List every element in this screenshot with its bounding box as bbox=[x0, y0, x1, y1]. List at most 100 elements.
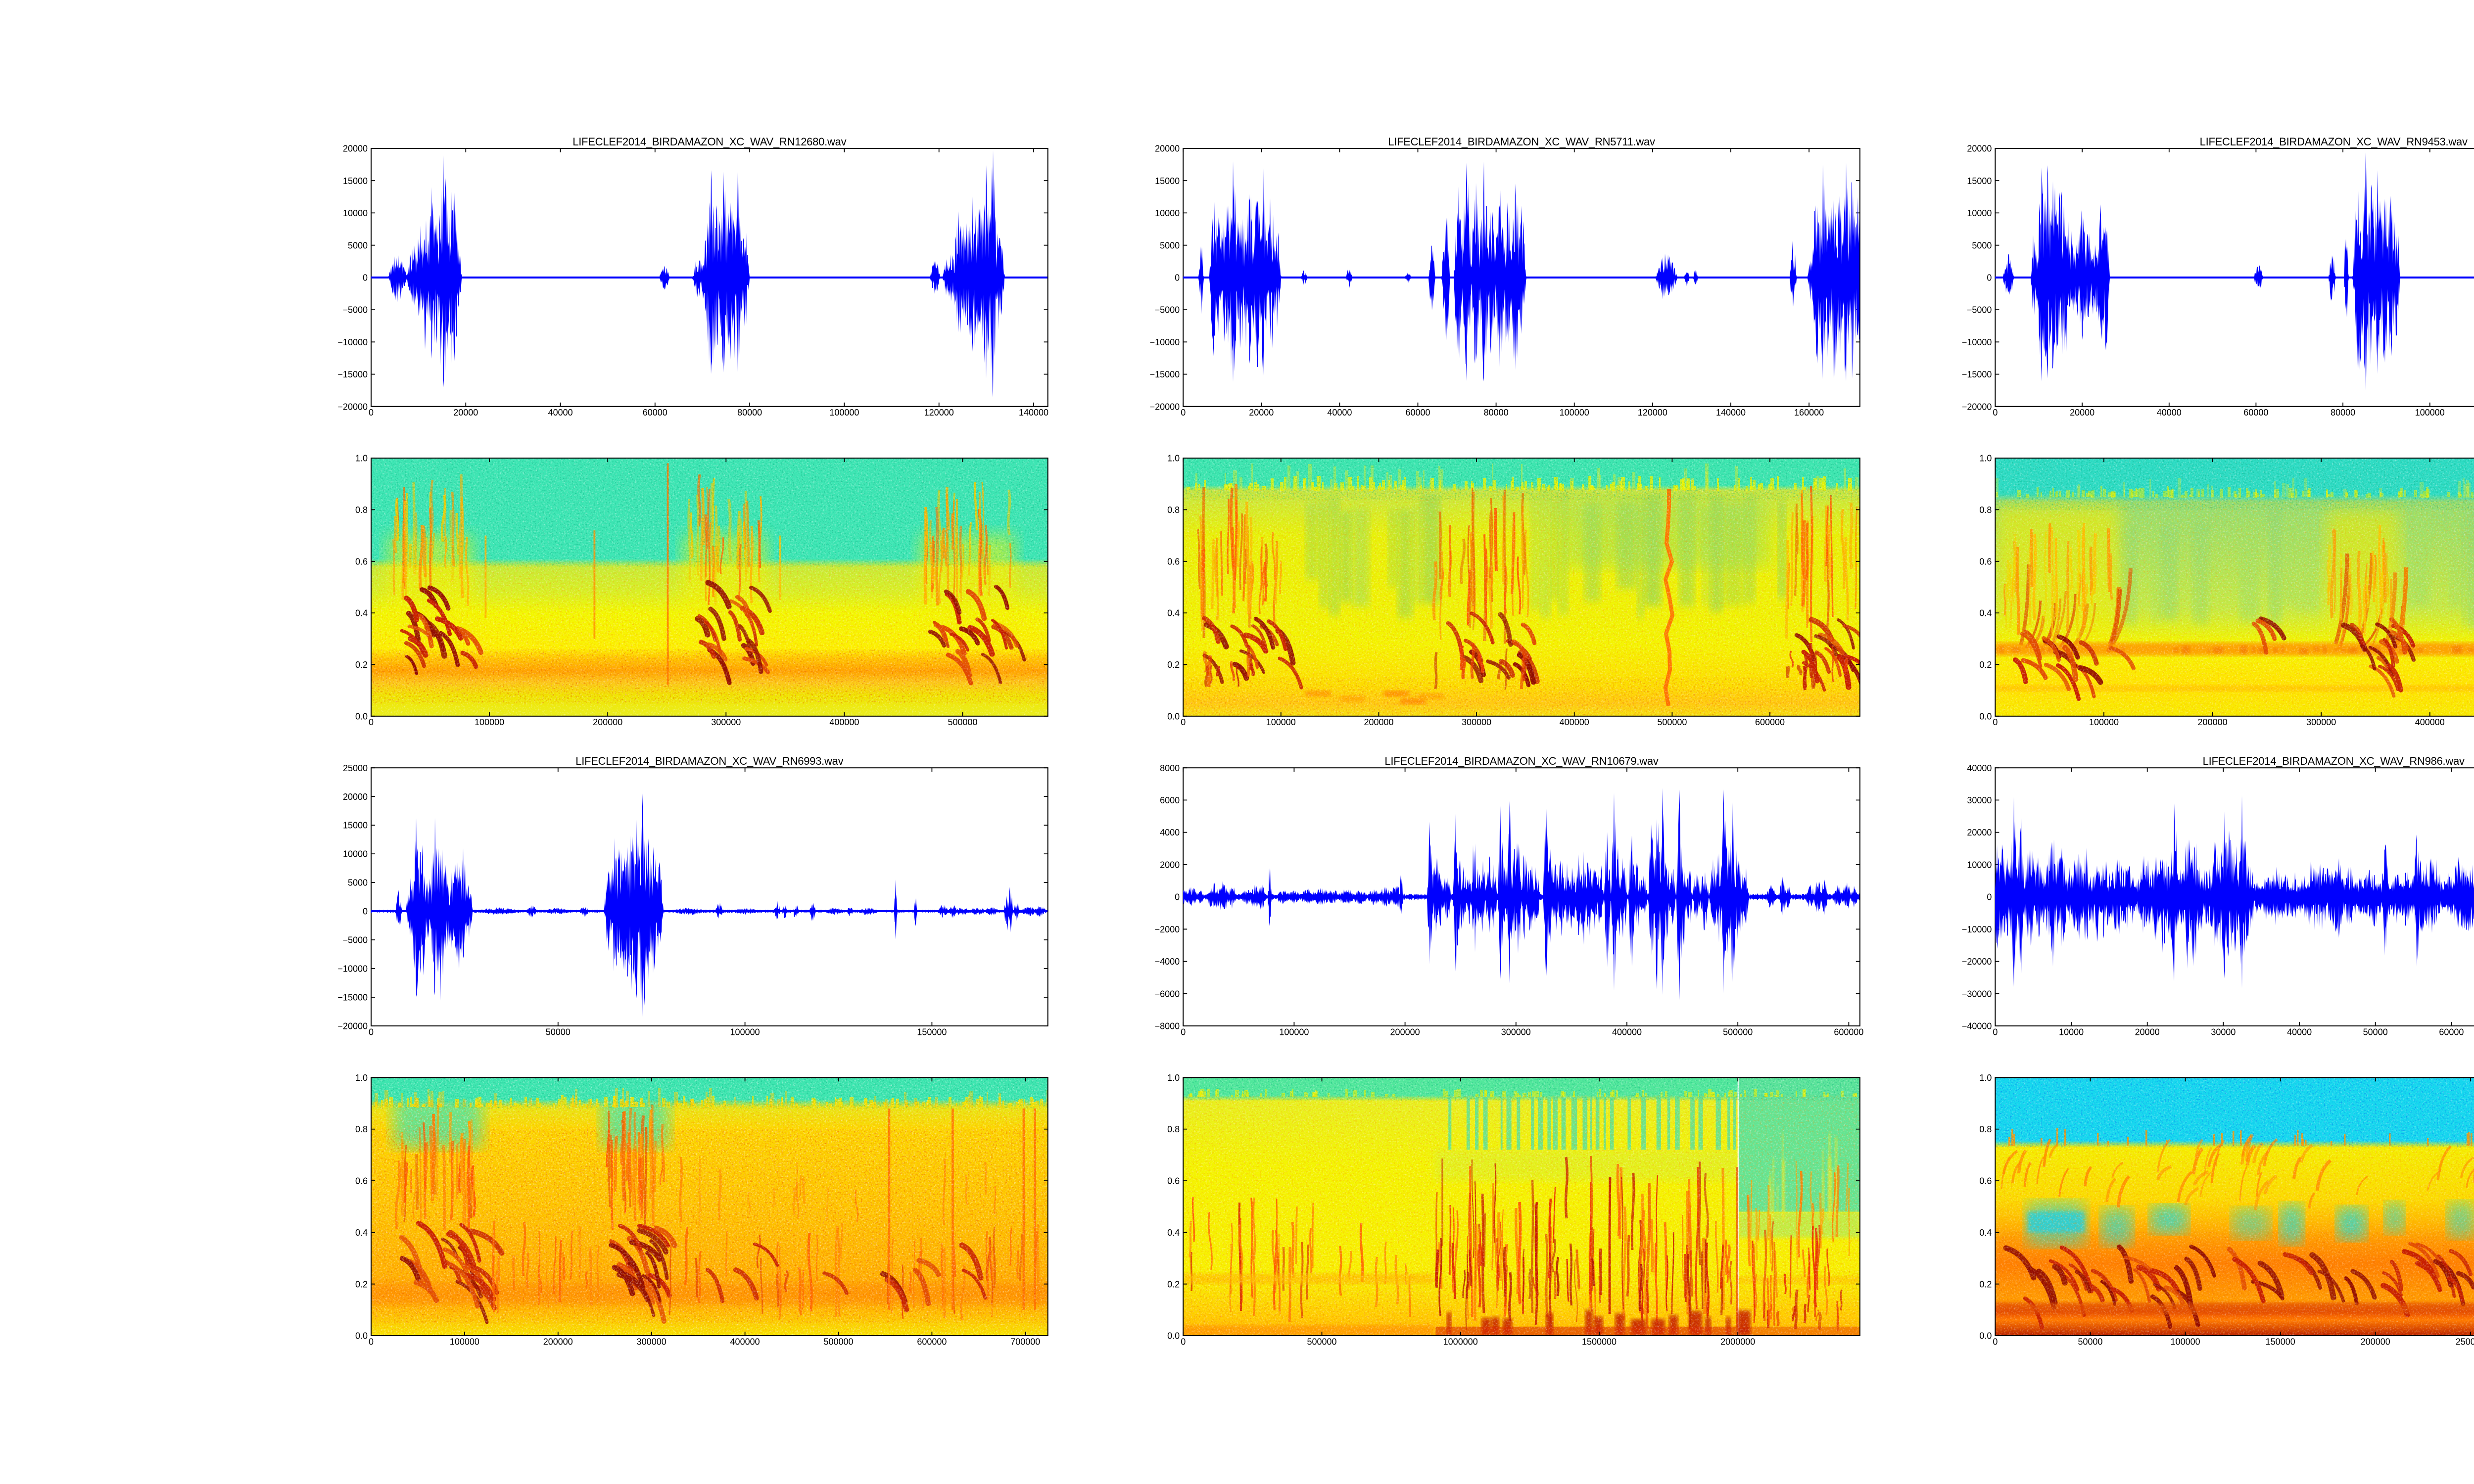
svg-text:0.0: 0.0 bbox=[1979, 1331, 1992, 1341]
svg-text:0.6: 0.6 bbox=[1979, 556, 1992, 566]
svg-text:−4000: −4000 bbox=[1155, 957, 1180, 967]
svg-text:140000: 140000 bbox=[1716, 408, 1746, 417]
svg-text:LIFECLEF2014_BIRDAMAZON_XC_WAV: LIFECLEF2014_BIRDAMAZON_XC_WAV_RN6993.wa… bbox=[575, 755, 843, 767]
svg-text:5000: 5000 bbox=[1972, 240, 1992, 250]
svg-text:50000: 50000 bbox=[2363, 1027, 2388, 1037]
svg-text:200000: 200000 bbox=[593, 717, 622, 727]
svg-text:−15000: −15000 bbox=[337, 370, 368, 379]
svg-text:0.8: 0.8 bbox=[355, 1124, 368, 1134]
svg-text:0: 0 bbox=[1993, 717, 1998, 727]
svg-text:40000: 40000 bbox=[2157, 408, 2182, 417]
svg-text:−20000: −20000 bbox=[337, 402, 368, 412]
svg-text:0: 0 bbox=[1181, 717, 1186, 727]
svg-text:0: 0 bbox=[1181, 1027, 1186, 1037]
svg-text:0: 0 bbox=[1993, 408, 1998, 417]
svg-text:40000: 40000 bbox=[1967, 763, 1992, 773]
svg-text:LIFECLEF2014_BIRDAMAZON_XC_WAV: LIFECLEF2014_BIRDAMAZON_XC_WAV_RN986.wav bbox=[2203, 755, 2465, 767]
svg-text:150000: 150000 bbox=[917, 1027, 947, 1037]
svg-text:80000: 80000 bbox=[2331, 408, 2355, 417]
svg-text:100000: 100000 bbox=[2415, 408, 2445, 417]
svg-text:20000: 20000 bbox=[1967, 828, 1992, 837]
svg-text:150000: 150000 bbox=[2266, 1337, 2295, 1346]
svg-text:1.0: 1.0 bbox=[355, 1073, 368, 1083]
svg-text:−2000: −2000 bbox=[1155, 925, 1180, 934]
svg-text:0: 0 bbox=[1181, 408, 1186, 417]
svg-text:2000000: 2000000 bbox=[1720, 1337, 1755, 1346]
svg-text:0: 0 bbox=[1181, 1337, 1186, 1346]
svg-text:0.6: 0.6 bbox=[1167, 1176, 1180, 1186]
svg-text:−5000: −5000 bbox=[1967, 305, 1992, 315]
svg-text:10000: 10000 bbox=[343, 849, 368, 859]
svg-text:0.2: 0.2 bbox=[1979, 1279, 1992, 1289]
svg-text:200000: 200000 bbox=[2361, 1337, 2390, 1346]
svg-text:0: 0 bbox=[363, 907, 368, 917]
svg-text:400000: 400000 bbox=[730, 1337, 760, 1346]
svg-text:20000: 20000 bbox=[1249, 408, 1274, 417]
svg-text:20000: 20000 bbox=[1155, 144, 1180, 154]
svg-text:0.6: 0.6 bbox=[1167, 556, 1180, 566]
svg-text:5000: 5000 bbox=[1160, 240, 1180, 250]
svg-text:300000: 300000 bbox=[1462, 717, 1491, 727]
svg-text:500000: 500000 bbox=[823, 1337, 853, 1346]
svg-text:−5000: −5000 bbox=[1155, 305, 1180, 315]
svg-text:0.8: 0.8 bbox=[1167, 1124, 1180, 1134]
svg-text:0: 0 bbox=[1175, 273, 1180, 283]
svg-text:−6000: −6000 bbox=[1155, 989, 1180, 999]
svg-text:100000: 100000 bbox=[2171, 1337, 2200, 1346]
svg-text:40000: 40000 bbox=[1327, 408, 1352, 417]
svg-text:−8000: −8000 bbox=[1155, 1021, 1180, 1031]
svg-text:0.4: 0.4 bbox=[1167, 608, 1180, 618]
svg-text:120000: 120000 bbox=[924, 408, 954, 417]
svg-text:200000: 200000 bbox=[1390, 1027, 1420, 1037]
svg-text:100000: 100000 bbox=[1266, 717, 1296, 727]
svg-text:−10000: −10000 bbox=[1150, 337, 1180, 347]
svg-text:−20000: −20000 bbox=[1962, 957, 1992, 967]
svg-text:5000: 5000 bbox=[348, 240, 368, 250]
svg-text:5000: 5000 bbox=[348, 878, 368, 888]
svg-text:20000: 20000 bbox=[1967, 144, 1992, 154]
svg-text:15000: 15000 bbox=[1967, 176, 1992, 186]
svg-text:LIFECLEF2014_BIRDAMAZON_XC_WAV: LIFECLEF2014_BIRDAMAZON_XC_WAV_RN5711.wa… bbox=[1388, 136, 1655, 148]
svg-text:0.0: 0.0 bbox=[355, 1331, 368, 1341]
svg-text:30000: 30000 bbox=[2211, 1027, 2236, 1037]
svg-text:300000: 300000 bbox=[2306, 717, 2336, 727]
svg-text:0: 0 bbox=[369, 408, 374, 417]
svg-text:40000: 40000 bbox=[548, 408, 573, 417]
svg-text:1.0: 1.0 bbox=[1167, 1073, 1180, 1083]
svg-text:500000: 500000 bbox=[1307, 1337, 1336, 1346]
svg-text:0.2: 0.2 bbox=[1167, 1279, 1180, 1289]
svg-text:−5000: −5000 bbox=[342, 935, 368, 945]
svg-text:15000: 15000 bbox=[1155, 176, 1180, 186]
svg-text:100000: 100000 bbox=[829, 408, 859, 417]
svg-text:2000: 2000 bbox=[1160, 860, 1180, 870]
svg-text:−10000: −10000 bbox=[1962, 925, 1992, 934]
svg-text:15000: 15000 bbox=[343, 821, 368, 831]
svg-text:80000: 80000 bbox=[1484, 408, 1509, 417]
svg-text:LIFECLEF2014_BIRDAMAZON_XC_WAV: LIFECLEF2014_BIRDAMAZON_XC_WAV_RN12680.w… bbox=[572, 136, 846, 148]
svg-text:1.0: 1.0 bbox=[1979, 1073, 1992, 1083]
svg-text:25000: 25000 bbox=[343, 763, 368, 773]
svg-text:700000: 700000 bbox=[1010, 1337, 1040, 1346]
svg-text:−20000: −20000 bbox=[1962, 402, 1992, 412]
svg-text:0.0: 0.0 bbox=[1979, 711, 1992, 721]
svg-text:0.8: 0.8 bbox=[1167, 505, 1180, 515]
svg-text:−10000: −10000 bbox=[337, 964, 368, 974]
svg-text:LIFECLEF2014_BIRDAMAZON_XC_WAV: LIFECLEF2014_BIRDAMAZON_XC_WAV_RN9453.wa… bbox=[2200, 136, 2468, 148]
svg-text:0.4: 0.4 bbox=[1979, 1228, 1992, 1238]
svg-text:100000: 100000 bbox=[2089, 717, 2119, 727]
svg-text:500000: 500000 bbox=[1657, 717, 1687, 727]
svg-text:10000: 10000 bbox=[1967, 208, 1992, 218]
svg-text:0.8: 0.8 bbox=[355, 505, 368, 515]
svg-text:400000: 400000 bbox=[1612, 1027, 1642, 1037]
svg-text:0.4: 0.4 bbox=[1979, 608, 1992, 618]
svg-text:−10000: −10000 bbox=[337, 337, 368, 347]
svg-text:600000: 600000 bbox=[917, 1337, 947, 1346]
svg-text:0.0: 0.0 bbox=[1167, 1331, 1180, 1341]
svg-text:1.0: 1.0 bbox=[1979, 454, 1992, 464]
svg-text:0: 0 bbox=[1993, 1337, 1998, 1346]
svg-text:0.2: 0.2 bbox=[355, 660, 368, 670]
svg-text:10000: 10000 bbox=[343, 208, 368, 218]
svg-text:1000000: 1000000 bbox=[1443, 1337, 1478, 1346]
svg-text:400000: 400000 bbox=[1560, 717, 1589, 727]
svg-text:100000: 100000 bbox=[475, 717, 504, 727]
